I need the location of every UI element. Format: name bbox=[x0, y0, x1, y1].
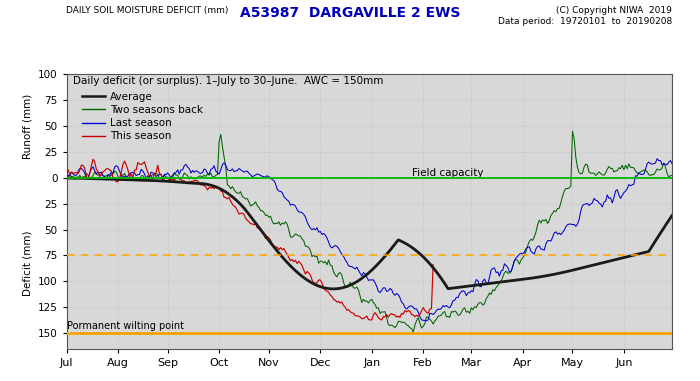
Text: Deficit (mm): Deficit (mm) bbox=[22, 231, 32, 296]
Text: Runoff (mm): Runoff (mm) bbox=[22, 93, 32, 158]
Text: Field capacity: Field capacity bbox=[412, 168, 483, 178]
Text: A53987  DARGAVILLE 2 EWS: A53987 DARGAVILLE 2 EWS bbox=[240, 6, 460, 20]
Text: Daily deficit (or surplus). 1–July to 30–June.  AWC = 150mm: Daily deficit (or surplus). 1–July to 30… bbox=[73, 76, 383, 86]
Text: (C) Copyright NIWA  2019: (C) Copyright NIWA 2019 bbox=[556, 6, 672, 15]
Text: DAILY SOIL MOISTURE DEFICIT (mm): DAILY SOIL MOISTURE DEFICIT (mm) bbox=[66, 6, 229, 15]
Text: Pormanent wilting point: Pormanent wilting point bbox=[66, 321, 183, 331]
Text: Data period:  19720101  to  20190208: Data period: 19720101 to 20190208 bbox=[498, 17, 672, 26]
Legend: Average, Two seasons back, Last season, This season: Average, Two seasons back, Last season, … bbox=[78, 88, 207, 146]
